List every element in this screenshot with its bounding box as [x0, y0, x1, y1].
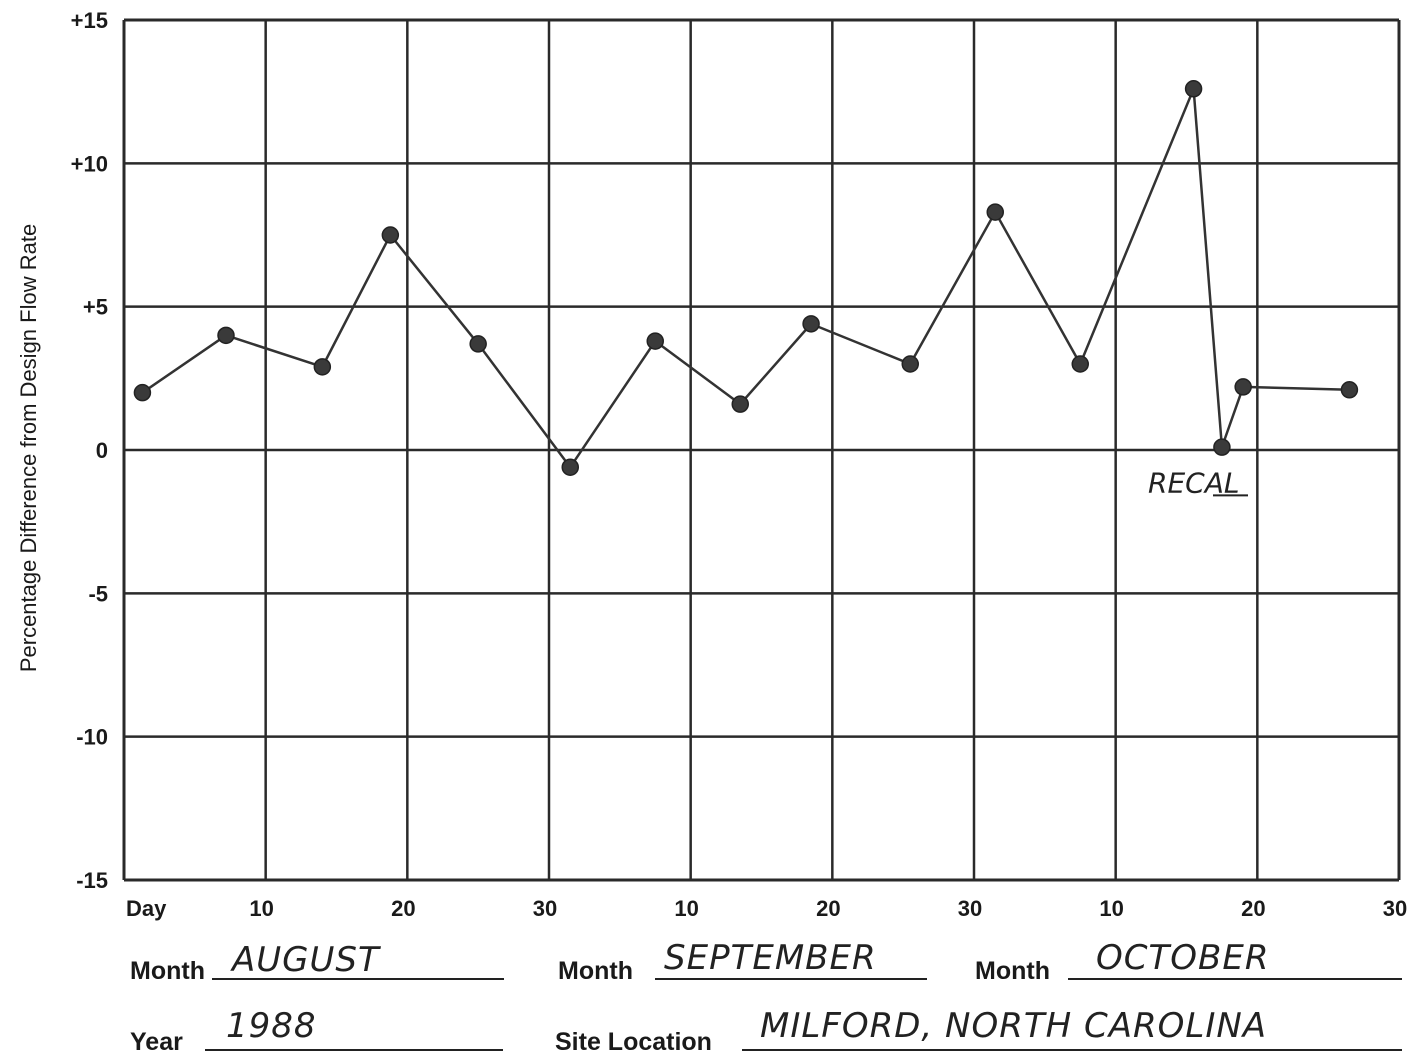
y-tick-label: 0 — [96, 438, 108, 463]
x-tick-label: 30 — [533, 896, 557, 921]
data-point — [1071, 355, 1089, 373]
recal-annotation: RECAL — [1148, 466, 1239, 499]
year-value: 1988 — [226, 1006, 317, 1046]
month3-label: Month — [975, 957, 1050, 985]
y-tick-label: +10 — [71, 151, 108, 176]
month1-value: AUGUST — [232, 940, 380, 980]
y-tick-label: -5 — [88, 581, 108, 606]
month2-value: SEPTEMBER — [664, 938, 877, 978]
series-line — [141, 87, 1350, 469]
site-location-line — [742, 1049, 1402, 1051]
x-tick-label: Day — [126, 896, 167, 921]
x-axis-ticks: Day 10 20 30 10 20 30 10 20 30 — [126, 896, 1407, 921]
month3-line — [1068, 978, 1402, 980]
annotations: RECAL — [1148, 466, 1248, 499]
site-location-label: Site Location — [555, 1028, 712, 1056]
y-axis-ticks: +15 +10 +5 0 -5 -10 -15 — [71, 8, 108, 893]
year-line — [205, 1049, 503, 1051]
data-point — [1234, 378, 1252, 396]
data-point — [1340, 381, 1359, 399]
x-tick-label: 10 — [674, 896, 698, 921]
data-series — [133, 80, 1359, 476]
data-point — [217, 326, 235, 345]
x-tick-label: 20 — [391, 896, 415, 921]
data-point — [731, 395, 749, 413]
year-label: Year — [130, 1028, 183, 1056]
data-point — [802, 315, 820, 333]
x-tick-label: 30 — [958, 896, 982, 921]
data-point — [313, 358, 332, 376]
x-tick-label: 30 — [1383, 896, 1407, 921]
y-tick-label: -10 — [76, 725, 108, 750]
chart-grid — [122, 18, 1401, 882]
month1-line — [212, 978, 504, 980]
data-point — [133, 383, 152, 402]
data-point — [381, 226, 400, 244]
x-tick-label: 10 — [249, 896, 273, 921]
y-tick-label: +5 — [83, 295, 108, 320]
y-tick-label: -15 — [76, 868, 108, 893]
data-point — [561, 458, 579, 476]
month3-value: OCTOBER — [1096, 938, 1270, 978]
x-tick-label: 20 — [1241, 896, 1265, 921]
data-point — [646, 332, 664, 350]
data-point — [1184, 80, 1203, 98]
y-axis-label: Percentage Difference from Design Flow R… — [16, 224, 41, 672]
x-tick-label: 10 — [1099, 896, 1123, 921]
data-point — [469, 335, 487, 353]
month2-label: Month — [558, 957, 633, 985]
x-tick-label: 20 — [816, 896, 840, 921]
month2-line — [655, 978, 927, 980]
data-point — [1213, 438, 1231, 456]
site-location-value: MILFORD, NORTH CAROLINA — [760, 1006, 1268, 1046]
y-tick-label: +15 — [71, 8, 108, 33]
data-point — [901, 355, 919, 373]
month1-label: Month — [130, 957, 205, 985]
data-point — [986, 203, 1004, 221]
